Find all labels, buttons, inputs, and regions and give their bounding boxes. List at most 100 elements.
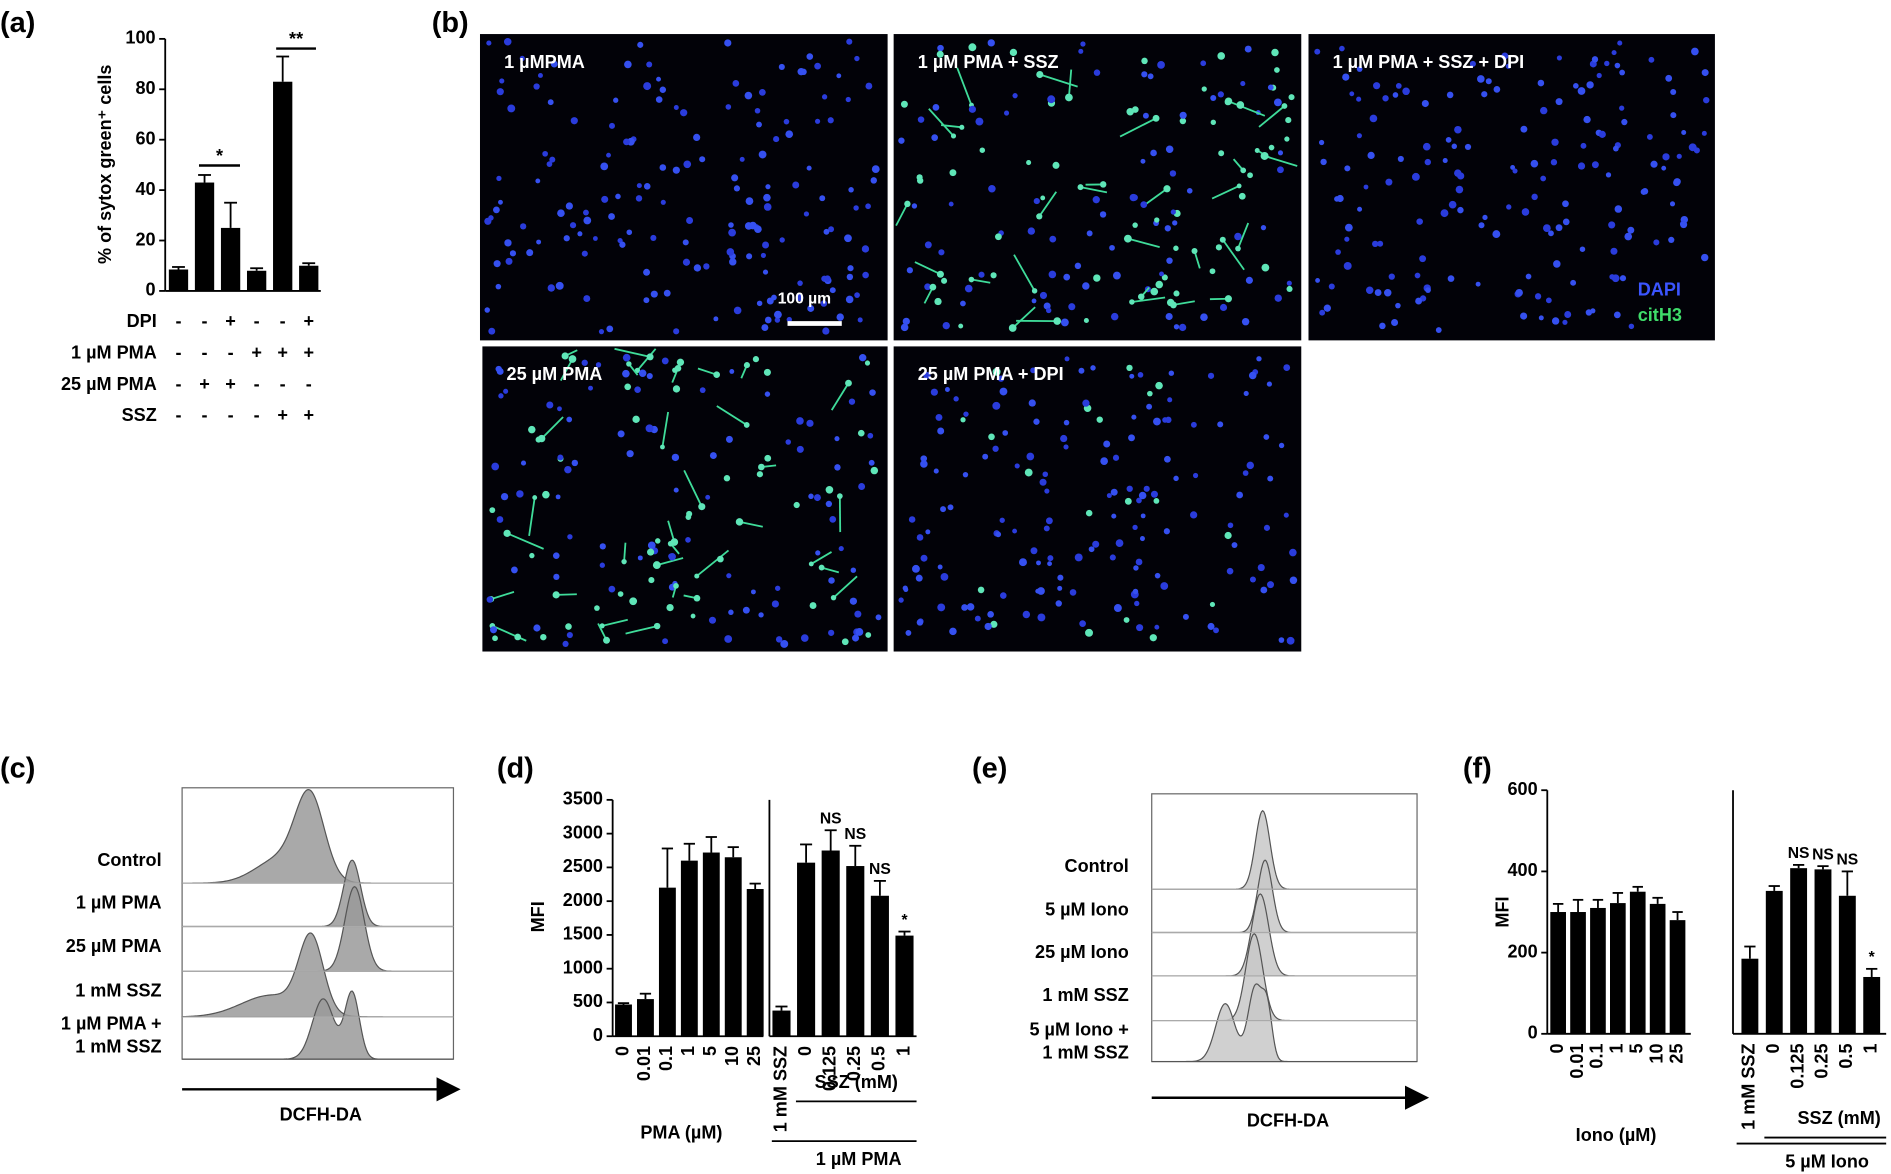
cell xyxy=(934,297,942,306)
cell xyxy=(1045,307,1052,314)
cell xyxy=(848,398,856,405)
cell xyxy=(813,494,821,502)
treatment-sign: + xyxy=(303,342,314,362)
cell xyxy=(1520,312,1528,320)
cell xyxy=(656,76,661,82)
cell xyxy=(1481,91,1488,98)
cell xyxy=(1165,416,1172,424)
cell xyxy=(542,490,550,499)
cell xyxy=(1200,313,1208,321)
cell xyxy=(1106,493,1112,499)
cell xyxy=(1260,225,1267,231)
treatment-sign: - xyxy=(202,405,208,425)
cell xyxy=(728,609,734,615)
cell xyxy=(933,468,939,474)
net-strand xyxy=(832,575,858,599)
cell xyxy=(1234,232,1242,241)
cell xyxy=(1395,83,1402,89)
cell xyxy=(911,564,920,573)
cell xyxy=(818,564,825,571)
cell xyxy=(660,444,665,450)
cell xyxy=(680,109,688,117)
cell xyxy=(1356,96,1362,102)
cell xyxy=(756,121,762,128)
cell xyxy=(815,550,821,556)
cell xyxy=(646,372,653,380)
cell xyxy=(1369,114,1378,123)
bar xyxy=(846,866,865,1037)
cell xyxy=(1263,524,1271,531)
cell xyxy=(1012,93,1018,99)
cell xyxy=(1103,440,1111,448)
bar xyxy=(724,857,742,1037)
treatment-name: 1 µM PMA xyxy=(71,342,157,362)
cell xyxy=(1613,311,1621,319)
cell xyxy=(626,450,634,458)
cell xyxy=(1137,372,1144,378)
cell xyxy=(1344,236,1350,242)
cell xyxy=(966,603,975,611)
cell xyxy=(900,100,908,108)
cell xyxy=(526,249,534,257)
cell xyxy=(857,429,865,437)
cell xyxy=(932,103,940,111)
y-tick-label: 40 xyxy=(135,179,155,199)
cell xyxy=(1209,601,1216,608)
cell xyxy=(570,117,578,125)
cell xyxy=(1397,155,1404,162)
cell xyxy=(1065,93,1073,102)
cell xyxy=(1577,162,1586,170)
legend-dapi: DAPI xyxy=(1638,280,1681,300)
treatment-sign: - xyxy=(228,342,234,362)
cell xyxy=(774,317,781,323)
cell xyxy=(1131,414,1137,420)
cell xyxy=(1113,604,1122,612)
cell xyxy=(637,41,644,48)
histogram-label: Control xyxy=(97,850,161,870)
cell xyxy=(917,116,925,123)
x-tick-label: 1 mM SSZ xyxy=(770,1046,790,1132)
cell xyxy=(1240,167,1247,174)
cell xyxy=(987,610,994,618)
cell xyxy=(796,445,804,453)
cell xyxy=(1425,287,1431,294)
cell xyxy=(964,284,973,293)
y-tick-label: 2000 xyxy=(563,890,603,910)
cell xyxy=(542,150,548,157)
cell xyxy=(1256,356,1262,362)
histogram-label: 5 µM Iono xyxy=(1045,900,1129,920)
cell xyxy=(588,385,594,391)
cell xyxy=(1701,253,1709,262)
cell xyxy=(763,368,771,376)
cell xyxy=(855,628,864,636)
cell xyxy=(661,357,669,365)
cell xyxy=(975,117,984,126)
bar xyxy=(797,862,816,1037)
cell xyxy=(583,209,589,216)
net-strand xyxy=(696,549,730,577)
cell xyxy=(1154,624,1160,630)
cell xyxy=(992,367,1001,376)
cell xyxy=(1267,581,1274,589)
cell xyxy=(916,534,924,541)
bar xyxy=(1669,920,1686,1034)
cell xyxy=(1520,125,1528,133)
group-label: SSZ (mM) xyxy=(815,1072,898,1092)
bar xyxy=(1814,869,1832,1034)
cell xyxy=(673,487,679,493)
cell xyxy=(1475,281,1481,287)
cell xyxy=(1027,227,1036,235)
cell xyxy=(1110,312,1119,321)
cell xyxy=(595,362,602,368)
cell xyxy=(713,371,721,379)
bar xyxy=(895,935,914,1037)
cell xyxy=(634,386,641,393)
panel-label: (e) xyxy=(972,752,1007,784)
bar xyxy=(246,270,267,291)
cell xyxy=(1242,470,1249,476)
cell xyxy=(1159,271,1164,277)
cell xyxy=(1099,211,1107,218)
cell xyxy=(1553,260,1561,268)
cell xyxy=(676,358,685,366)
net-strand xyxy=(636,348,657,371)
